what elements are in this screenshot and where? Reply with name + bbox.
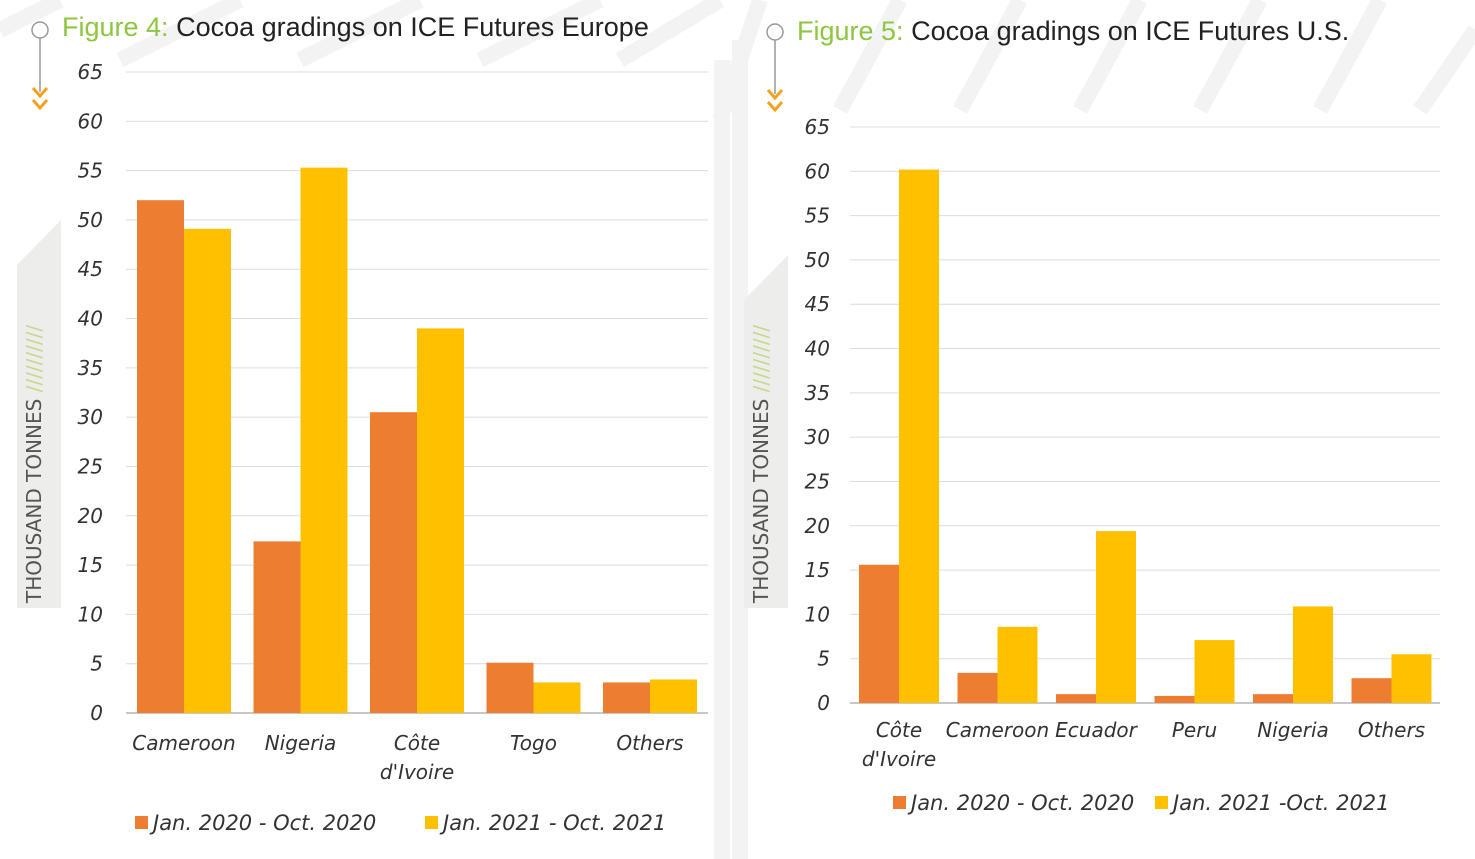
legend-swatch [135, 816, 148, 829]
x-category-label: Ecuador [1055, 718, 1138, 742]
y-tick-label: 20 [805, 514, 830, 538]
bar [1253, 694, 1293, 703]
y-tick-label: 15 [78, 553, 103, 577]
y-tick-label: 15 [805, 558, 830, 582]
bar [1391, 654, 1432, 703]
bar [859, 564, 899, 703]
y-tick-label: 50 [805, 248, 830, 272]
y-tick-label: 35 [78, 356, 103, 380]
y-tick-label: 20 [78, 504, 103, 528]
timeline-circle-icon [766, 23, 784, 41]
y-tick-label: 10 [805, 602, 830, 626]
y-tick-label: 60 [805, 159, 830, 183]
legend-swatch [893, 796, 906, 809]
x-category-label: Cameroon [132, 731, 235, 755]
y-tick-label: 65 [805, 115, 830, 139]
x-category-label: Côte [876, 718, 922, 742]
bar [1194, 640, 1235, 703]
x-category-label: Others [1358, 718, 1425, 742]
bar [370, 412, 417, 713]
bar [899, 169, 939, 703]
y-tick-label: 50 [78, 208, 103, 232]
figure-5-title-text: Cocoa gradings on ICE Futures U.S. [911, 16, 1350, 46]
bar [417, 328, 464, 713]
y-tick-label: 30 [78, 405, 103, 429]
y-axis-label-box [744, 255, 788, 608]
y-axis-label-box [17, 220, 61, 608]
y-tick-label: 55 [78, 159, 103, 183]
y-tick-label: 35 [805, 381, 830, 405]
bar [957, 672, 998, 703]
bar [486, 662, 534, 713]
x-category-label: Peru [1172, 718, 1217, 742]
y-tick-label: 0 [90, 701, 103, 725]
bar [184, 228, 231, 713]
timeline-circle-icon [31, 21, 49, 39]
bar [603, 682, 650, 713]
x-category-label: Cameroon [946, 718, 1049, 742]
figure-5-title: Figure 5: Cocoa gradings on ICE Futures … [797, 16, 1349, 47]
y-axis-label: THOUSAND TONNES ////////// [22, 325, 46, 604]
legend-label: Jan. 2021 - Oct. 2021 [439, 811, 666, 835]
chevron-down-icon [31, 87, 49, 111]
y-tick-label: 5 [817, 647, 830, 671]
y-axis-label: THOUSAND TONNES ////////// [749, 325, 773, 604]
y-tick-label: 65 [78, 60, 103, 84]
y-tick-label: 25 [805, 469, 830, 493]
y-axis-label-decoration: ////////// [22, 325, 46, 393]
legend-label: Jan. 2020 - Oct. 2020 [907, 791, 1134, 815]
legend-swatch [425, 816, 438, 829]
figure-4-title: Figure 4: Cocoa gradings on ICE Futures … [62, 12, 649, 43]
bar [1351, 678, 1392, 703]
y-axis-label-text: THOUSAND TONNES [22, 392, 46, 604]
figure-4-label: Figure 4: [62, 12, 169, 42]
bar [1096, 531, 1136, 703]
y-tick-label: 45 [78, 257, 103, 281]
bar [1293, 606, 1333, 703]
y-tick-label: 40 [78, 307, 103, 331]
y-tick-label: 10 [78, 602, 103, 626]
legend-swatch [1155, 796, 1168, 809]
x-category-label: Togo [510, 731, 557, 755]
y-tick-label: 60 [78, 109, 103, 133]
bar [137, 200, 184, 713]
x-category-label: d'Ivoire [380, 760, 454, 784]
x-category-label: Others [616, 731, 683, 755]
x-category-label: d'Ivoire [862, 747, 936, 771]
bar [997, 626, 1038, 703]
bar [1056, 694, 1096, 703]
legend-label: Jan. 2020 - Oct. 2020 [149, 811, 376, 835]
chevron-down-icon [766, 89, 784, 113]
y-axis-label-text: THOUSAND TONNES [749, 392, 773, 604]
bar [300, 167, 348, 713]
x-category-label: Nigeria [265, 731, 337, 755]
y-axis-label-decoration: ////////// [749, 325, 773, 393]
bar [1154, 695, 1195, 703]
legend-label: Jan. 2021 -Oct. 2021 [1169, 791, 1390, 815]
y-tick-label: 30 [805, 425, 830, 449]
x-category-label: Nigeria [1257, 718, 1329, 742]
y-tick-label: 25 [78, 454, 103, 478]
y-tick-label: 5 [90, 652, 103, 676]
bar [253, 541, 301, 713]
y-tick-label: 55 [805, 204, 830, 228]
y-tick-label: 45 [805, 292, 830, 316]
figure-5-label: Figure 5: [797, 16, 904, 46]
figure-4-title-text: Cocoa gradings on ICE Futures Europe [176, 12, 649, 42]
bar [650, 679, 697, 713]
y-tick-label: 40 [805, 337, 830, 361]
y-tick-label: 0 [817, 691, 830, 715]
x-category-label: Côte [394, 731, 440, 755]
bar [533, 682, 581, 713]
